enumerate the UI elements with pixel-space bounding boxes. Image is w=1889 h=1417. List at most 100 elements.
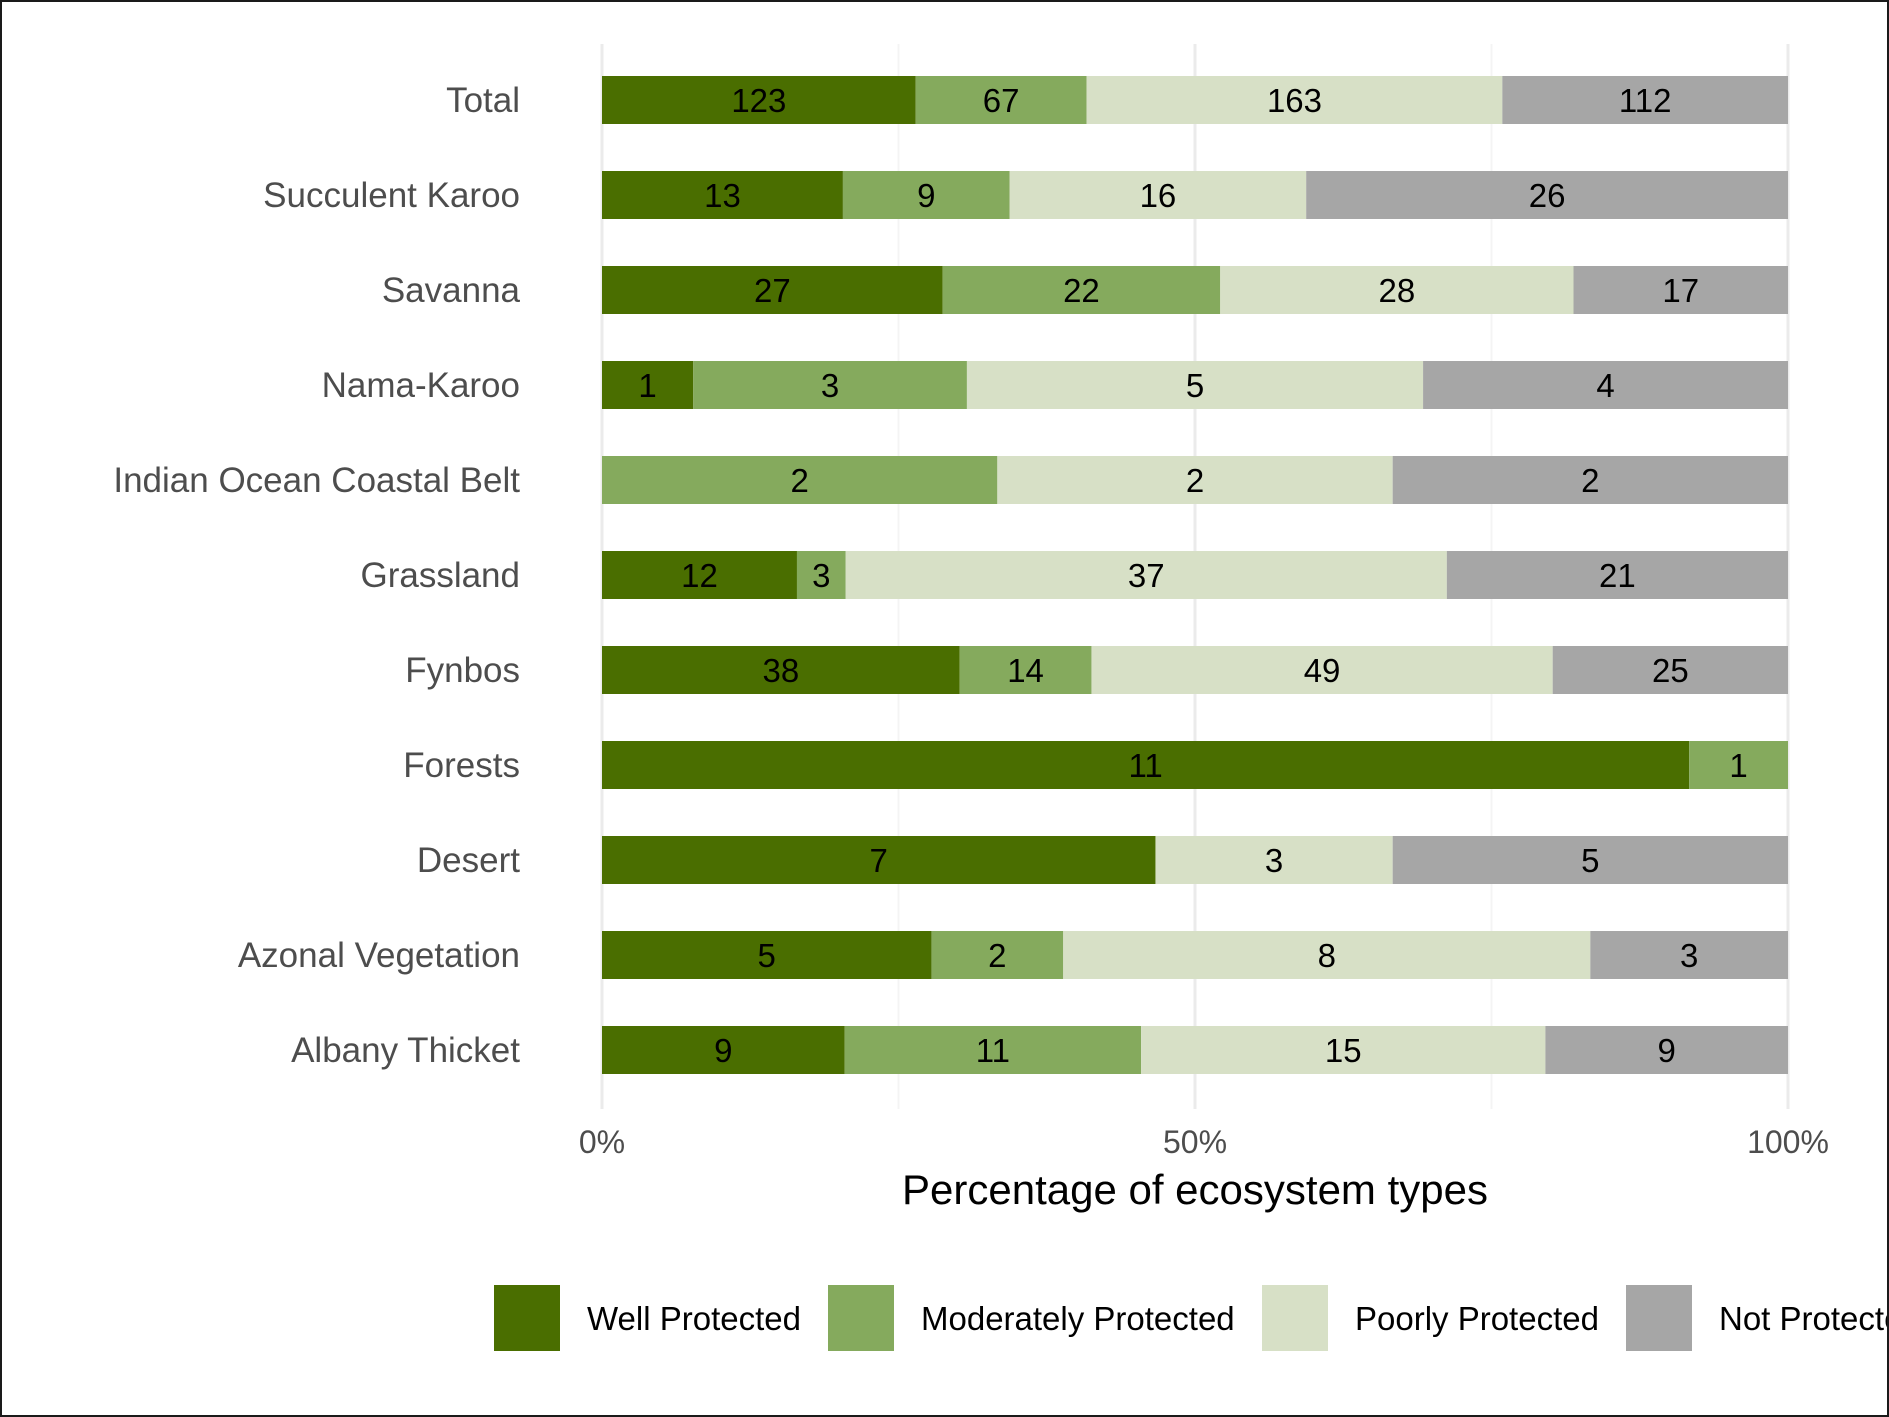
bar-value-label: 28	[1379, 272, 1416, 309]
bar-value-label: 49	[1304, 652, 1341, 689]
bar-segment	[602, 931, 932, 979]
bar-value-label: 7	[870, 842, 888, 879]
bar-value-label: 123	[731, 82, 786, 119]
bar-value-label: 11	[1128, 747, 1162, 784]
bar-segment	[1086, 76, 1503, 124]
x-tick-label: 100%	[1747, 1124, 1829, 1160]
x-tick-label: 0%	[579, 1124, 625, 1160]
bar-segment	[602, 76, 916, 124]
bar-segment	[931, 931, 1064, 979]
bar-value-label: 67	[983, 82, 1020, 119]
legend-swatch	[1626, 1285, 1692, 1351]
bar-value-label: 163	[1267, 82, 1322, 119]
bar-row: 38 14 49 25	[602, 646, 1788, 694]
legend-swatch	[494, 1285, 560, 1351]
bar-row: 12 3 37 21	[602, 551, 1788, 599]
x-axis-title: Percentage of ecosystem types	[902, 1166, 1488, 1213]
bar-segment	[1220, 266, 1574, 314]
bar-segment	[1423, 361, 1788, 409]
x-tick-label: 50%	[1163, 1124, 1227, 1160]
bar-value-label: 112	[1619, 82, 1672, 119]
category-label: Albany Thicket	[291, 1031, 520, 1070]
bar-value-label: 2	[790, 462, 808, 499]
legend-item: Poorly Protected	[1262, 1285, 1599, 1351]
category-label: Desert	[417, 841, 520, 880]
bar-value-label: 13	[704, 177, 741, 214]
category-label: Savanna	[382, 271, 521, 310]
bar-segment	[602, 266, 943, 314]
legend-item: Moderately Protected	[828, 1285, 1235, 1351]
bar-segment	[602, 456, 998, 504]
bar-row: 9 11 15 9	[602, 1026, 1788, 1074]
bar-value-label: 21	[1599, 557, 1636, 594]
bar-segment	[997, 456, 1393, 504]
bar-value-label: 3	[1265, 842, 1283, 879]
bar-segment	[796, 551, 846, 599]
bar-row: 1 3 5 4	[602, 361, 1788, 409]
bar-value-label: 5	[1186, 367, 1204, 404]
bar-value-label: 2	[1581, 462, 1599, 499]
bar-value-label: 9	[917, 177, 935, 214]
bar-segment	[1063, 931, 1591, 979]
bar-segment	[1545, 1026, 1788, 1074]
bar-segment	[1446, 551, 1788, 599]
bar-value-label: 2	[1186, 462, 1204, 499]
bar-value-label: 27	[754, 272, 791, 309]
bar-value-label: 16	[1140, 177, 1177, 214]
bar-value-label: 3	[821, 367, 839, 404]
bar-value-label: 1	[638, 367, 656, 404]
bar-value-label: 14	[1007, 652, 1044, 689]
legend-label: Well Protected	[587, 1300, 801, 1337]
bar-value-label: 9	[714, 1032, 732, 1069]
bar-segment	[1392, 456, 1788, 504]
bar-segment	[1009, 171, 1307, 219]
category-label: Forests	[403, 746, 520, 785]
category-label: Nama-Karoo	[322, 366, 520, 405]
bar-segment	[602, 171, 843, 219]
bar-row: 2 2 2	[602, 456, 1788, 504]
bar-segment	[1573, 266, 1788, 314]
bar-row: 27 22 28 17	[602, 266, 1788, 314]
bar-segment	[1141, 1026, 1546, 1074]
bar-segment	[602, 361, 694, 409]
legend-item: Not Protecte	[1626, 1285, 1887, 1351]
legend-label: Not Protecte	[1719, 1300, 1887, 1337]
bar-row: 7 3 5	[602, 836, 1788, 884]
bar-row: 13 9 16 26	[602, 171, 1788, 219]
bar-value-label: 38	[762, 652, 799, 689]
bar-segment	[602, 551, 797, 599]
bar-value-label: 3	[812, 557, 830, 594]
bar-row: 11 1	[602, 741, 1788, 789]
bar-value-label: 17	[1662, 272, 1699, 309]
bar-segment	[1091, 646, 1553, 694]
bar-segment	[1392, 836, 1788, 884]
legend-label: Moderately Protected	[921, 1300, 1235, 1337]
bar-segment	[1502, 76, 1788, 124]
bar-row: 123 67 163 112	[602, 76, 1788, 124]
category-label: Fynbos	[405, 651, 520, 690]
x-tick-labels: 0% 50% 100%	[579, 1124, 1829, 1160]
bar-segment	[1689, 741, 1788, 789]
bar-value-label: 3	[1680, 937, 1698, 974]
bar-segment	[693, 361, 967, 409]
bar-value-label: 1	[1729, 747, 1747, 784]
bar-segment	[842, 171, 1010, 219]
bar-value-label: 22	[1063, 272, 1100, 309]
legend: Well Protected Moderately Protected Poorly…	[494, 1285, 1887, 1351]
category-labels: Total Succulent Karoo Savanna Nama-Karoo Ind…	[113, 81, 520, 1070]
bar-value-label: 9	[1658, 1032, 1676, 1069]
bar-value-label: 15	[1325, 1032, 1362, 1069]
bar-value-label: 26	[1529, 177, 1566, 214]
bar-segment	[602, 741, 1690, 789]
bar-row: 5 2 8 3	[602, 931, 1788, 979]
bar-segment	[844, 1026, 1142, 1074]
bar-segment	[959, 646, 1092, 694]
bar-value-label: 5	[1581, 842, 1599, 879]
bar-value-label: 2	[988, 937, 1006, 974]
bar-value-label: 11	[976, 1032, 1010, 1069]
category-label: Total	[446, 81, 520, 120]
bar-segment	[602, 1026, 845, 1074]
